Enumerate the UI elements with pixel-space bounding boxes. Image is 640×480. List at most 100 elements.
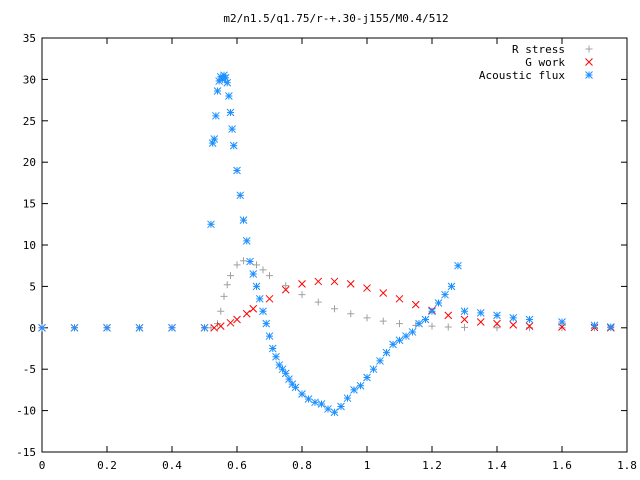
data-point <box>428 322 436 330</box>
data-point <box>298 280 306 288</box>
y-tick-label: 10 <box>23 239 36 252</box>
data-point <box>509 314 518 322</box>
data-point <box>525 322 534 330</box>
data-point <box>461 323 468 331</box>
series-2 <box>38 71 615 417</box>
data-point <box>217 307 225 315</box>
data-point <box>476 318 485 326</box>
legend-label: R stress <box>512 43 565 56</box>
x-tick-label: 0.2 <box>97 459 117 472</box>
data-point <box>444 311 453 320</box>
data-point <box>590 321 599 330</box>
data-point <box>434 299 443 307</box>
y-tick-label: 30 <box>23 73 36 86</box>
x-tick-label: 0 <box>39 459 46 472</box>
data-point <box>460 307 469 316</box>
data-point <box>346 280 355 288</box>
data-point <box>331 305 338 313</box>
data-point <box>402 332 410 340</box>
data-point <box>223 78 232 87</box>
data-point <box>268 344 277 353</box>
data-point <box>223 281 231 289</box>
data-point <box>226 108 235 117</box>
data-point <box>278 365 287 374</box>
data-point <box>382 348 391 357</box>
data-point <box>213 87 222 95</box>
data-point <box>282 282 290 290</box>
data-point <box>208 139 217 148</box>
y-tick-label: 5 <box>29 280 36 293</box>
data-point <box>246 257 254 266</box>
data-point <box>441 290 449 299</box>
axes: 0 0.2 0.4 0.6 0.8 1 1.2 1.4 1.6 1.8 -15 -10 -5 0 5 10 15… <box>16 32 637 472</box>
data-point <box>242 309 251 318</box>
data-point <box>363 284 371 292</box>
data-point <box>395 294 404 303</box>
data-point <box>337 402 345 411</box>
data-point <box>38 323 46 332</box>
data-point <box>259 266 267 274</box>
y-tick-label: 35 <box>23 32 36 45</box>
data-point <box>330 277 339 286</box>
data-point <box>262 319 271 328</box>
data-point <box>363 373 371 382</box>
data-point <box>212 111 220 120</box>
data-point <box>249 304 258 313</box>
data-point <box>70 323 79 332</box>
data-point <box>525 315 534 324</box>
data-point <box>220 71 228 80</box>
y-tick-label: -10 <box>16 405 36 418</box>
data-point <box>210 323 219 332</box>
data-point <box>291 383 300 392</box>
data-point <box>493 324 501 332</box>
data-point <box>275 361 284 369</box>
data-point <box>285 375 293 383</box>
data-point <box>259 307 267 316</box>
data-point <box>242 237 251 245</box>
legend-marker <box>585 71 593 79</box>
data-point <box>272 352 280 361</box>
data-point <box>168 323 176 332</box>
data-point <box>444 323 452 331</box>
data-point <box>210 135 219 143</box>
data-point <box>265 332 274 340</box>
plot-area <box>38 71 615 417</box>
plot-border <box>41 37 628 453</box>
data-point <box>314 298 322 306</box>
data-point <box>233 261 241 269</box>
x-tick-label: 1.8 <box>617 459 637 472</box>
data-point <box>363 314 371 322</box>
data-point <box>239 216 248 225</box>
data-point <box>281 285 290 294</box>
data-point <box>526 324 533 332</box>
data-point <box>200 323 209 332</box>
data-point <box>229 141 238 150</box>
data-point <box>317 400 326 408</box>
data-point <box>343 394 352 403</box>
data-point <box>509 321 518 329</box>
data-point <box>369 365 378 374</box>
data-point <box>324 405 332 413</box>
x-tick-label: 0.4 <box>162 459 182 472</box>
legend-label: G work <box>525 56 565 69</box>
x-tick-label: 0.6 <box>227 459 247 472</box>
legend-label: Acoustic flux <box>479 69 565 82</box>
series-0 <box>38 257 615 332</box>
data-point <box>255 294 264 303</box>
data-point <box>476 309 485 317</box>
data-point <box>298 390 306 398</box>
data-point <box>408 328 417 336</box>
data-point <box>135 323 144 332</box>
data-point <box>415 319 423 328</box>
data-point <box>266 272 273 280</box>
data-point <box>265 294 274 303</box>
y-tick-label: -15 <box>16 446 36 459</box>
data-point <box>249 270 258 278</box>
data-point <box>236 191 245 200</box>
data-point <box>216 322 225 330</box>
data-point <box>220 292 228 300</box>
legend-marker <box>585 58 593 66</box>
x-tick-label: 1 <box>364 459 371 472</box>
data-point <box>493 311 501 320</box>
data-point <box>311 398 319 407</box>
